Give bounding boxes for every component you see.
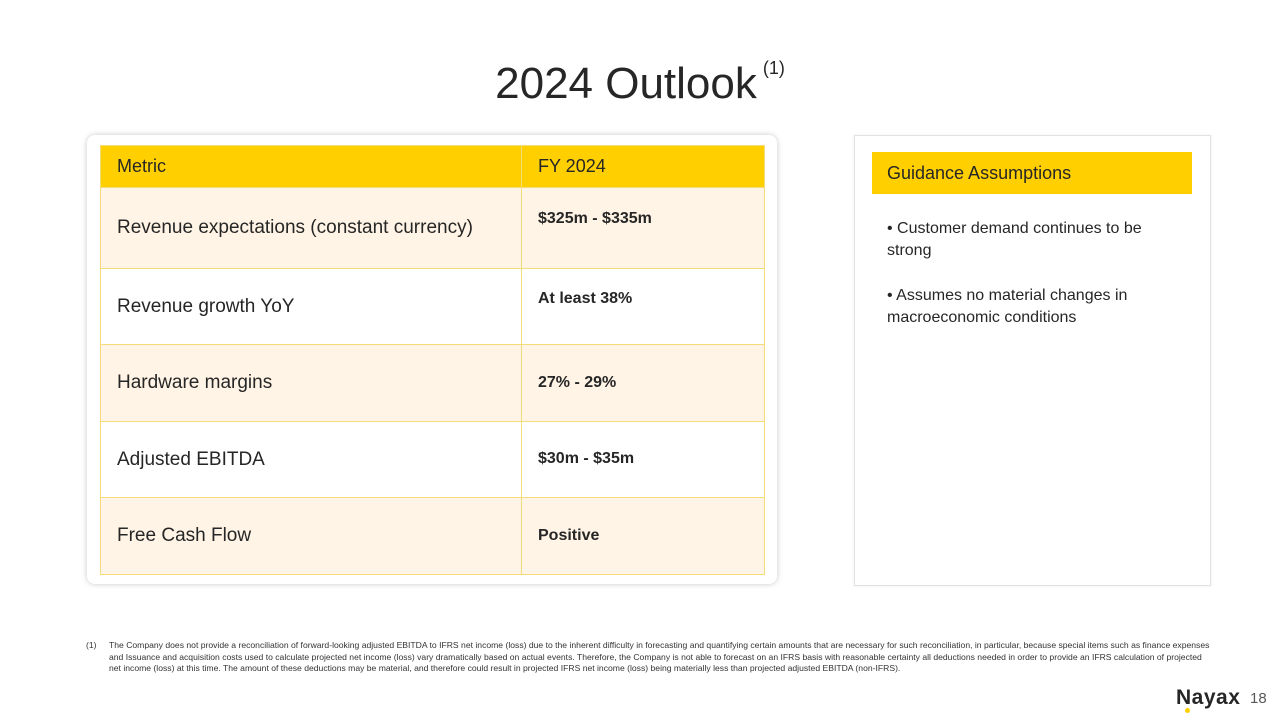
metric-cell: Adjusted EBITDA [100,421,522,498]
nayax-logo: Nayax [1176,686,1241,713]
metric-cell: Hardware margins [100,344,522,422]
table-row: Free Cash Flow Positive [100,497,765,575]
guidance-list: • Customer demand continues to be strong… [887,218,1187,352]
column-header-metric: Metric [100,145,522,188]
metric-cell: Revenue expectations (constant currency) [100,187,522,269]
table-header-row: Metric FY 2024 [100,145,765,188]
logo-dot-icon [1185,708,1190,713]
guidance-assumptions-card: Guidance Assumptions • Customer demand c… [854,135,1211,586]
table-row: Revenue growth YoY At least 38% [100,268,765,345]
slide-title-text: 2024 Outlook [495,59,757,108]
column-header-fy2024: FY 2024 [521,145,765,188]
footnote-marker: (1) [86,640,97,650]
footnote: (1) The Company does not provide a recon… [86,640,1216,675]
value-cell: Positive [521,497,765,575]
guidance-item: • Customer demand continues to be strong [887,220,1142,259]
value-cell: $30m - $35m [521,421,765,498]
guidance-item: • Assumes no material changes in macroec… [887,287,1128,326]
table-row: Adjusted EBITDA $30m - $35m [100,421,765,498]
value-cell: At least 38% [521,268,765,345]
page-number: 18 [1250,690,1267,707]
slide-title: 2024 Outlook (1) [0,38,1280,114]
table-row: Revenue expectations (constant currency)… [100,187,765,269]
footnote-text: The Company does not provide a reconcili… [109,640,1210,673]
outlook-table: Metric FY 2024 Revenue expectations (con… [100,145,765,575]
table-row: Hardware margins 27% - 29% [100,344,765,422]
outlook-table-card: Metric FY 2024 Revenue expectations (con… [87,135,777,584]
guidance-header: Guidance Assumptions [872,152,1192,194]
logo-text: Nayax [1176,686,1241,709]
value-cell: $325m - $335m [521,187,765,269]
title-footnote-ref: (1) [762,58,785,78]
value-cell: 27% - 29% [521,344,765,422]
metric-cell: Revenue growth YoY [100,268,522,345]
metric-cell: Free Cash Flow [100,497,522,575]
